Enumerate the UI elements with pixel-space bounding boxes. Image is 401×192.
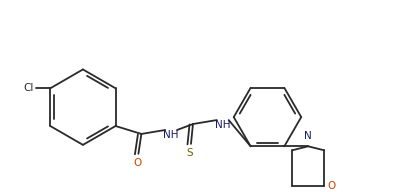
- Text: NH: NH: [163, 130, 178, 140]
- Text: S: S: [186, 148, 193, 158]
- Text: Cl: Cl: [23, 83, 34, 93]
- Text: N: N: [304, 131, 311, 141]
- Text: NH: NH: [215, 120, 230, 130]
- Text: O: O: [327, 181, 335, 191]
- Text: O: O: [133, 158, 141, 168]
